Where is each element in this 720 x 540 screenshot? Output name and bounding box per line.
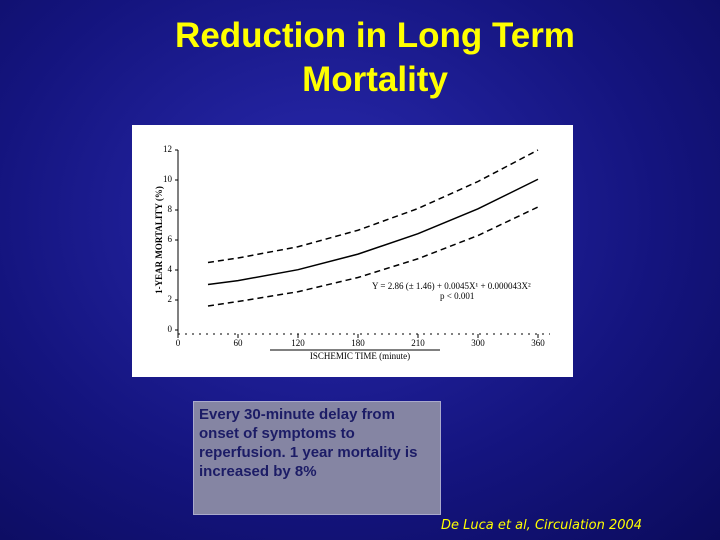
y-tick-label: 4 bbox=[168, 264, 173, 274]
x-tick-label: 0 bbox=[176, 338, 181, 348]
x-tick-label: 60 bbox=[234, 338, 244, 348]
series-line bbox=[207, 178, 539, 286]
y-axis-label: 1-YEAR MORTALITY (%) bbox=[154, 186, 164, 294]
callout: Every 30-minute delay from onset of symp… bbox=[193, 401, 441, 515]
slide-title: Reduction in Long Term Mortality bbox=[175, 16, 575, 99]
equation: Y = 2.86 (± 1.46) + 0.0045X¹ + 0.000043X… bbox=[372, 281, 531, 291]
x-axis-label: ISCHEMIC TIME (minute) bbox=[310, 351, 410, 361]
x-tick-label: 300 bbox=[471, 338, 485, 348]
y-tick-label: 6 bbox=[168, 234, 173, 244]
y-tick-label: 12 bbox=[163, 144, 172, 154]
series-line bbox=[207, 149, 539, 264]
y-tick-label: 8 bbox=[168, 204, 173, 214]
chart-background bbox=[132, 125, 573, 377]
y-tick-label: 2 bbox=[168, 294, 173, 304]
x-tick-label: 360 bbox=[531, 338, 545, 348]
y-tick-label: 10 bbox=[163, 174, 173, 184]
citation: De Luca et al, Circulation 2004 bbox=[441, 518, 643, 533]
p-value: p < 0.001 bbox=[440, 291, 474, 301]
y-tick-label: 0 bbox=[168, 324, 173, 334]
x-tick-label: 210 bbox=[411, 338, 425, 348]
x-tick-label: 120 bbox=[291, 338, 305, 348]
series-line bbox=[207, 206, 539, 307]
x-tick-label: 180 bbox=[351, 338, 365, 348]
